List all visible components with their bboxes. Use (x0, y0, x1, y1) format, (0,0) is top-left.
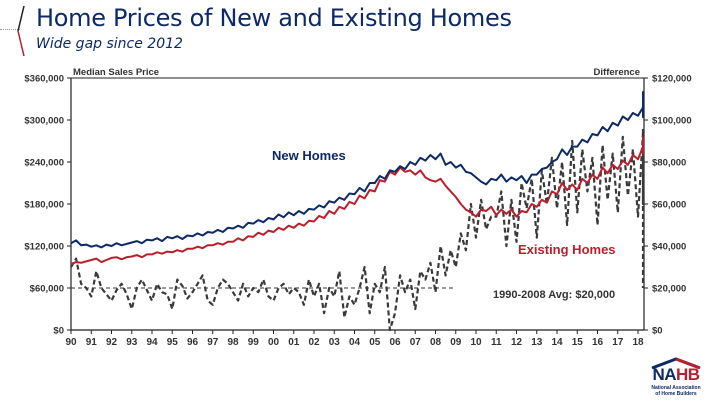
x-tick-label: 12 (511, 337, 523, 348)
x-tick-label: 15 (572, 337, 584, 348)
logo-wordmark: NAHB (636, 365, 716, 385)
series-line-difference (70, 127, 645, 332)
left-tick-label: $360,000 (24, 74, 64, 85)
x-tick-label: 18 (632, 337, 644, 348)
page-title: Home Prices of New and Existing Homes (36, 4, 512, 32)
right-tick-label: $0 (652, 326, 663, 337)
left-axis-label: Median Sales Price (73, 67, 159, 78)
x-tick-label: 11 (491, 337, 502, 348)
x-tick-label: 00 (268, 337, 280, 348)
left-tick-label: $120,000 (24, 242, 64, 253)
average-label: 1990-2008 Avg: $20,000 (493, 289, 615, 301)
right-tick-label: $80,000 (652, 158, 686, 169)
x-tick-label: 90 (65, 337, 77, 348)
chart-labels: Median Sales Price Difference New Homes … (73, 67, 640, 301)
right-tick-label: $60,000 (652, 200, 686, 211)
x-tick-label: 99 (248, 337, 260, 348)
x-tick-label: 01 (288, 337, 300, 348)
x-tick-label: 93 (126, 337, 138, 348)
logo-sub-line1: National Association (651, 385, 701, 391)
x-tick-label: 95 (167, 337, 179, 348)
right-tick-label: $100,000 (652, 116, 692, 127)
decorative-dotted-line (0, 29, 20, 30)
x-tick-label: 07 (410, 337, 422, 348)
logo-subtitle: National Association of Home Builders (636, 385, 716, 397)
x-tick-label: 04 (349, 337, 361, 348)
nahb-logo: NAHB National Association of Home Builder… (636, 355, 716, 405)
right-tick-label: $40,000 (652, 242, 686, 253)
left-tick-label: $60,000 (30, 284, 64, 295)
x-tick-label: 91 (86, 337, 98, 348)
left-tick-label: $0 (53, 326, 64, 337)
right-axis-label: Difference (594, 67, 640, 78)
x-tick-label: 05 (369, 337, 381, 348)
logo-sub-line2: of Home Builders (655, 391, 697, 397)
chart-series (70, 91, 645, 332)
x-tick-label: 98 (227, 337, 239, 348)
series-line-existing-homes (70, 136, 644, 266)
roof-icon (651, 357, 701, 369)
x-tick-label: 10 (470, 337, 482, 348)
x-tick-label: 06 (389, 337, 401, 348)
page-subtitle: Wide gap since 2012 (36, 36, 183, 52)
series-line-new-homes (70, 91, 644, 249)
chart-axes: $0 $60,000 $120,000 $180,000 $240,000 $300,00… (24, 74, 691, 349)
new-homes-label: New Homes (272, 148, 346, 163)
left-tick-label: $240,000 (24, 158, 64, 169)
x-tick-label: 92 (106, 337, 118, 348)
logo-na: NA (652, 365, 676, 384)
x-tick-label: 13 (531, 337, 543, 348)
logo-hb: HB (676, 365, 700, 384)
left-tick-label: $300,000 (24, 116, 64, 127)
right-tick-label: $120,000 (652, 74, 692, 85)
existing-homes-label: Existing Homes (518, 242, 616, 257)
x-tick-label: 02 (308, 337, 320, 348)
decorative-slash-icon (17, 6, 25, 56)
x-tick-label: 96 (187, 337, 199, 348)
x-tick-label: 08 (430, 337, 442, 348)
x-tick-label: 03 (329, 337, 341, 348)
left-tick-label: $180,000 (24, 200, 64, 211)
x-tick-label: 09 (450, 337, 462, 348)
x-tick-label: 17 (612, 337, 624, 348)
x-tick-label: 14 (551, 337, 563, 348)
x-tick-label: 97 (207, 337, 219, 348)
right-tick-label: $20,000 (652, 284, 686, 295)
x-tick-label: 94 (146, 337, 158, 348)
x-tick-label: 16 (592, 337, 604, 348)
